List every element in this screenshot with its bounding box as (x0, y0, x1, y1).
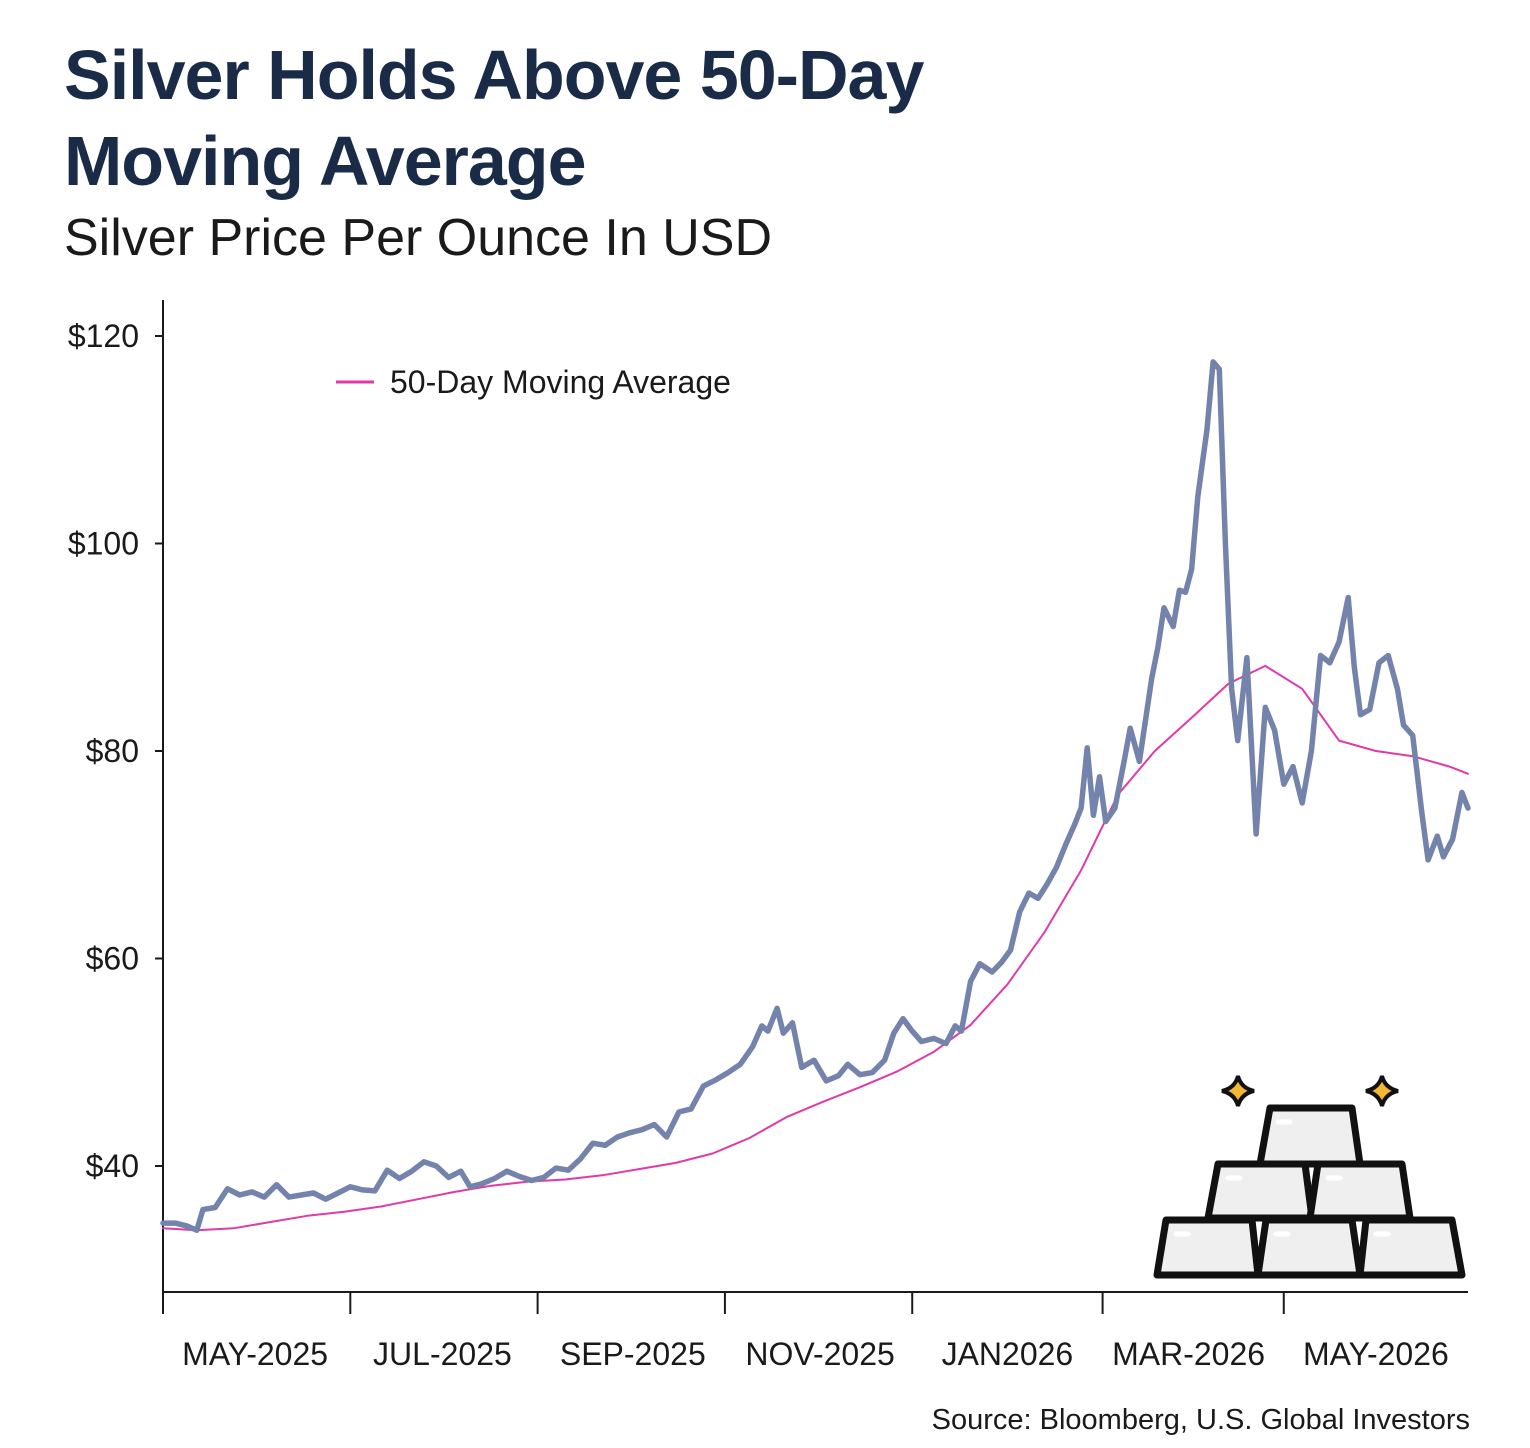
chart-subtitle: Silver Price Per Ounce In USD (64, 209, 773, 267)
y-tick-label: $60 (86, 941, 139, 977)
silver-bars-icon (1153, 1104, 1466, 1279)
moving-average-line (162, 664, 1469, 1232)
price-line (160, 359, 1471, 1234)
x-tick-label: JAN2026 (942, 1336, 1074, 1372)
silver-bar-bottom-left (1153, 1216, 1262, 1279)
silver-bar-highlight (1173, 1119, 1391, 1237)
x-tick-label: MAY-2026 (1303, 1336, 1449, 1372)
price-series (160, 359, 1471, 1234)
x-tick-label: JUL-2025 (373, 1336, 512, 1372)
chart-title: Silver Holds Above 50-Day Moving Average (64, 36, 924, 200)
x-tick-label: SEP-2025 (560, 1336, 706, 1372)
silver-bar-bottom-right (1356, 1216, 1466, 1279)
x-tick-label: MAR-2026 (1112, 1336, 1265, 1372)
silver-bar-top (1256, 1104, 1364, 1168)
x-axis: MAY-2025 JUL-2025 SEP-2025 NOV-2025 JAN2026 M… (162, 1291, 1468, 1372)
legend-label-ma: 50-Day Moving Average (390, 364, 731, 400)
sparkle-icon (1221, 1075, 1255, 1107)
y-tick-label: $120 (68, 318, 139, 354)
x-tick-label: MAY-2025 (182, 1336, 328, 1372)
source-note: Source: Bloomberg, U.S. Global Investors (931, 1404, 1470, 1436)
x-tick-label: NOV-2025 (745, 1336, 894, 1372)
ma-series (162, 664, 1469, 1232)
y-tick-label: $100 (68, 526, 139, 562)
y-tick-label: $40 (86, 1148, 139, 1184)
y-tick-label: $80 (86, 733, 139, 769)
y-axis: $40 $60 $80 $100 $120 (68, 300, 164, 1292)
silver-bar-bottom-middle (1254, 1216, 1364, 1279)
legend: 50-Day Moving Average (336, 364, 731, 400)
sparkle-icon (1365, 1075, 1399, 1107)
silver-bar-middle-right (1306, 1160, 1414, 1222)
silver-bar-middle-left (1204, 1160, 1316, 1222)
